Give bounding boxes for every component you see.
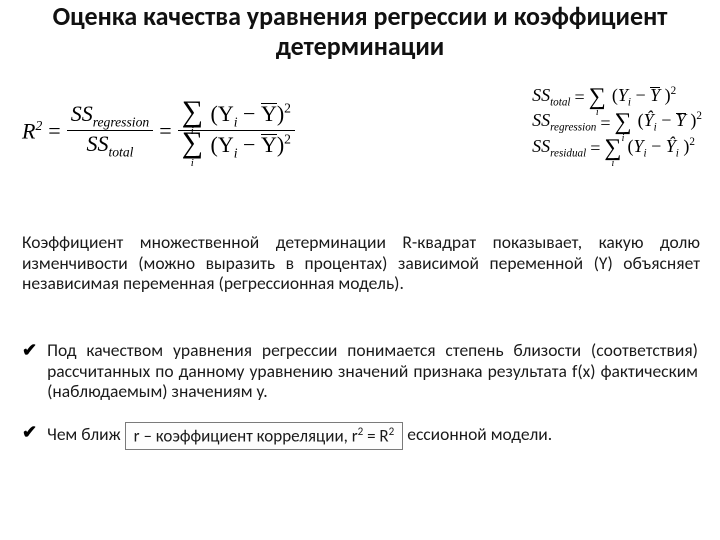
slide: Оценка качества уравнения регрессии и ко… (0, 0, 720, 540)
ss-total: SStotal = ∑i (Yi − Y )2 (532, 86, 702, 109)
eq-sign-2: = (159, 118, 171, 144)
sum-fraction: ∑i (Yi − Y)2 ∑i (Yi − Y)2 (178, 100, 295, 162)
sigma-icon: ∑i (604, 139, 621, 158)
bullet-list: ✔ Под качеством уравнения регрессии пони… (22, 340, 698, 470)
ss-fraction: SSregression SStotal (67, 101, 154, 161)
bullet-text-1: Под качеством уравнения регрессии понима… (47, 340, 698, 402)
r-squared-formula: R2 = SSregression SStotal = ∑i (Yi − Y)2 (22, 100, 295, 162)
check-icon: ✔ (22, 341, 37, 402)
ss-formulas: SStotal = ∑i (Yi − Y )2 SSregression = ∑… (532, 84, 702, 162)
ss-regression: SSregression = ∑i (Ŷi − Y )2 (532, 111, 702, 134)
correlation-box: r – коэффициент корреляции, r2 = R2 (125, 422, 404, 450)
ss-residual: SSresidual = ∑i (Yi − Ŷi )2 (532, 137, 702, 160)
explanation-paragraph: Коэффициент множественной детерминации R… (22, 232, 700, 294)
sigma-icon: ∑i (182, 131, 203, 155)
check-icon: ✔ (22, 423, 37, 450)
slide-title: Оценка качества уравнения регрессии и ко… (20, 0, 700, 62)
list-item: ✔ Чем ближr – коэффициент корреляции, r2… (22, 422, 698, 450)
eq-sign: = (48, 118, 60, 144)
sigma-icon: ∑i (615, 113, 632, 132)
bullet-text-2: Чем ближr – коэффициент корреляции, r2 =… (47, 422, 698, 450)
sigma-icon: ∑i (182, 100, 203, 124)
sigma-icon: ∑i (589, 88, 606, 107)
r2-lhs: R2 (22, 118, 42, 144)
list-item: ✔ Под качеством уравнения регрессии пони… (22, 340, 698, 402)
